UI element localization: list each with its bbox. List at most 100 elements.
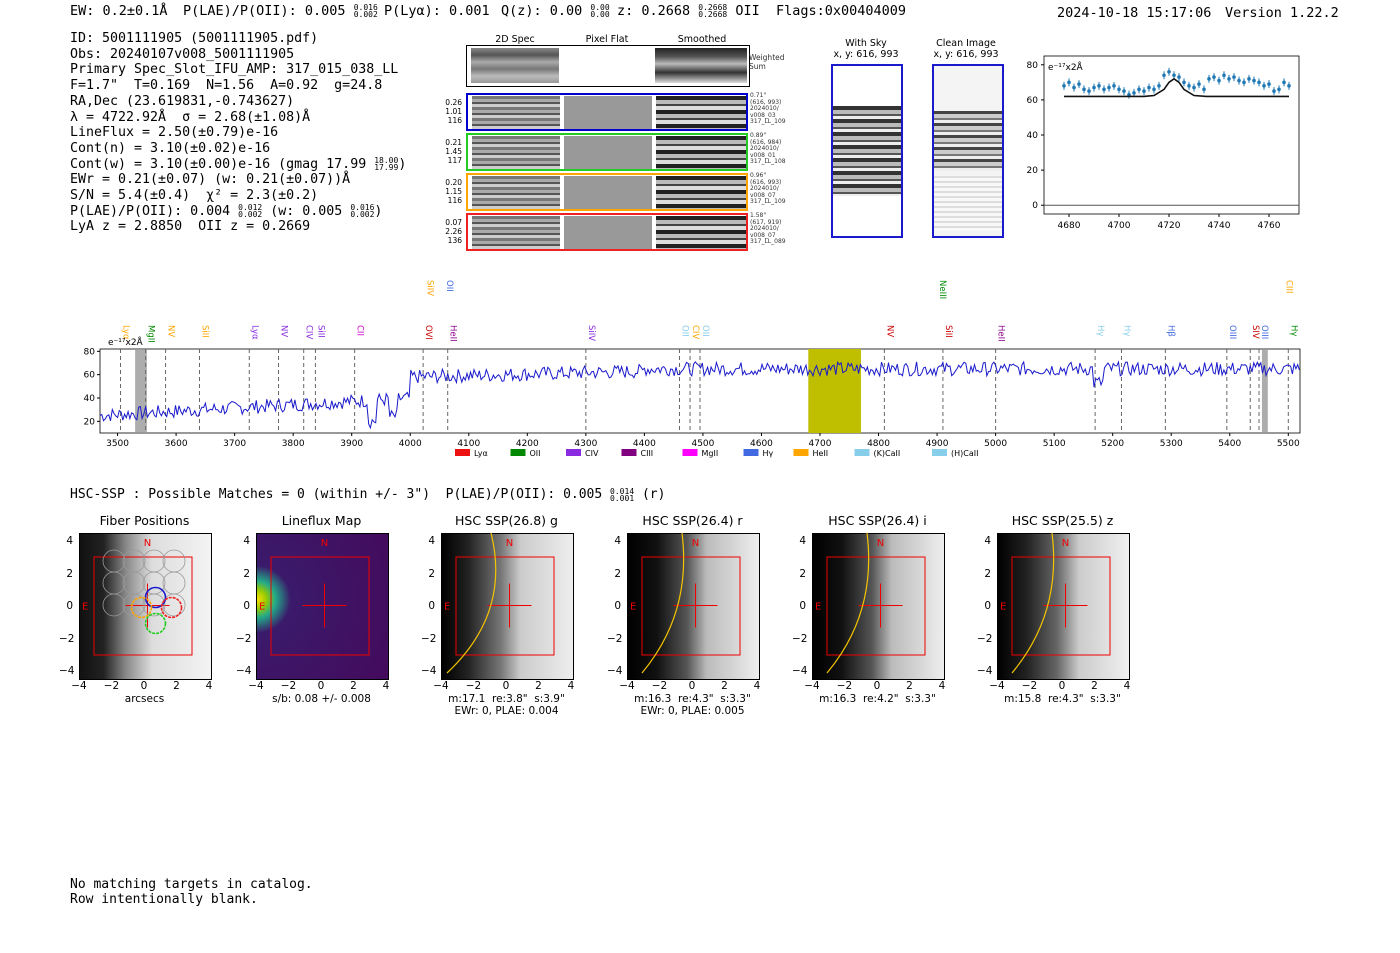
- hsc-panel-caption: arcsecs: [124, 693, 165, 705]
- aperture-box: [93, 556, 193, 656]
- cutout-row-stats: 0.20 1.15 116: [445, 178, 462, 205]
- spectrum-curve: [99, 360, 1300, 430]
- hsc-xtick-label: 0: [502, 680, 510, 692]
- zoom-data-point: [1192, 85, 1196, 90]
- hsc-panel-caption: m:16.3 re:4.2" s:3.3": [819, 693, 936, 705]
- hsc-ytick-label: 0: [66, 600, 73, 612]
- fiber-circle: [102, 571, 126, 595]
- cutout-smoothed: [656, 216, 746, 249]
- zoom-data-point: [1177, 75, 1181, 79]
- legend-swatch: [455, 449, 470, 456]
- hsc-ytick-label: −2: [421, 632, 437, 645]
- zoom-data-point: [1117, 87, 1121, 92]
- spectrum-line-label: HeII: [996, 325, 1006, 342]
- legend-label: (K)CaII: [874, 449, 901, 458]
- aperture-box: [1011, 556, 1111, 656]
- ellipse-arc: [641, 533, 685, 674]
- cutout-row-meta: 0.96" (616, 993) 2024010/v008_07 317_LL_109: [750, 172, 786, 205]
- cutout-row-stats: 0.21 1.45 117: [445, 138, 462, 165]
- hsc-xtick-label: −4: [248, 680, 264, 692]
- hsc-ytick-label: −4: [607, 665, 623, 677]
- cutout-row-meta: 1.58" (617, 919) 2024010/v008_07 317_LL_089: [750, 212, 786, 245]
- hsc-panel-title: HSC SSP(26.4) i: [828, 513, 927, 528]
- info-lya-z: LyA z = 2.8850 OII z = 0.2669: [70, 219, 311, 235]
- cutout-grid: 2D Spec Pixel Flat Smoothed Weighted Sum…: [445, 34, 788, 259]
- cutout-row: [466, 173, 748, 211]
- aperture-box: [641, 556, 741, 656]
- fiber-highlight: [130, 596, 153, 619]
- hsc-ytick-label: 2: [614, 567, 621, 580]
- spectrum-line-label: NV: [279, 325, 289, 337]
- hsc-panel-overlay: NE: [444, 533, 555, 674]
- legend-label: (H)CaII: [951, 449, 978, 458]
- zoom-data-point: [1202, 87, 1206, 92]
- hsc-panel-caption: m:15.8 re:4.3" s:3.3": [1004, 693, 1121, 705]
- header-version: Version 1.22.2: [1225, 5, 1339, 21]
- hsc-xtick-label: 2: [1091, 680, 1098, 692]
- zoom-ytick-label: 60: [1027, 96, 1039, 106]
- hsc-xtick-label: −4: [804, 680, 820, 692]
- spectrum-xtick-label: 3600: [165, 439, 188, 449]
- zoom-data-point: [1287, 84, 1291, 88]
- hsc-ytick-label: 4: [799, 535, 806, 547]
- east-label: E: [82, 602, 88, 613]
- hsc-xtick-label: 0: [688, 680, 696, 692]
- spectrum-xtick-label: 3800: [282, 439, 305, 449]
- east-label: E: [259, 602, 265, 613]
- legend-label: CIV: [585, 449, 599, 458]
- spectrum-line-label: Hβ: [1165, 325, 1175, 337]
- zoom-data-point: [1217, 78, 1221, 83]
- hsc-xtick-label: −2: [465, 680, 482, 692]
- spectrum-xtick-label: 4300: [574, 439, 597, 449]
- weighted-sum-box: [466, 45, 750, 87]
- spectrum-line-label: OIII: [1259, 325, 1269, 339]
- hsc-panel-overlay: NE: [1000, 533, 1111, 674]
- fiber-circle: [122, 593, 146, 617]
- with-sky-title: With Sky x, y: 616, 993: [833, 38, 899, 60]
- hsc-panel-caption: m:17.1 re:3.8" s:3.9" EWr: 0, PLAE: 0.004: [448, 693, 565, 717]
- spectrum-line-label: CIV: [690, 325, 700, 339]
- spectrum-line-label: SiIV: [424, 280, 434, 296]
- hsc-panel-overlay: NE: [259, 538, 370, 656]
- zoom-data-point: [1257, 80, 1261, 85]
- zoom-fit-line: [1064, 77, 1289, 98]
- spectrum-line-label: SiIV: [586, 325, 596, 341]
- weighted-sum-smoothed: [655, 48, 747, 83]
- hsc-ytick-label: 0: [799, 600, 806, 612]
- ellipse-arc: [826, 533, 870, 674]
- zoom-data-point: [1162, 73, 1166, 78]
- legend-swatch: [854, 449, 870, 456]
- header-flags: Flags:0x00404009: [776, 3, 907, 19]
- spectrum-xtick-label: 4700: [809, 439, 832, 449]
- cutout-row: [466, 93, 748, 131]
- zoom-ytick-label: 80: [1027, 61, 1039, 71]
- cutout-2dspec: [472, 96, 560, 129]
- north-label: N: [877, 538, 884, 549]
- spectrum-line-label: Hγ: [1288, 325, 1298, 336]
- zoom-ytick-label: 40: [1027, 131, 1039, 141]
- fiber-circle: [122, 571, 146, 595]
- zoom-data-point: [1072, 85, 1076, 90]
- legend-label: Lyα: [474, 449, 488, 458]
- hsc-xtick-label: 2: [721, 680, 728, 692]
- zoom-data-point: [1127, 92, 1131, 97]
- zoom-data-point: [1157, 84, 1161, 88]
- hsc-title: HSC-SSP : Possible Matches = 0 (within +…: [70, 486, 666, 503]
- hsc-ytick-label: −2: [59, 632, 75, 645]
- info-plae2: P(LAE)/P(OII): 0.004 0.012 0.002 (w: 0.00…: [70, 202, 383, 219]
- spectrum-xtick-label: 5200: [1101, 439, 1124, 449]
- hsc-ytick-label: 0: [428, 600, 435, 612]
- hsc-panel-overlay: NE: [815, 533, 926, 674]
- hsc-ytick-label: 2: [799, 567, 806, 580]
- header-qz: Q(z): 0.00 0.00 0.00: [501, 3, 610, 19]
- hsc-ytick-label: −4: [792, 665, 808, 677]
- hsc-xtick-label: −2: [651, 680, 668, 692]
- spectrum-xtick-label: 4600: [750, 439, 773, 449]
- header-plya: P(Lyα): 0.001: [384, 3, 490, 19]
- hsc-xtick-label: −4: [433, 680, 449, 692]
- hsc-xtick-label: −4: [989, 680, 1005, 692]
- ellipse-arc: [1011, 533, 1055, 674]
- north-label: N: [321, 538, 328, 549]
- info-lineflux: LineFlux = 2.50(±0.79)e-16: [70, 125, 279, 141]
- spectrum-line-label: SIV: [1250, 325, 1260, 339]
